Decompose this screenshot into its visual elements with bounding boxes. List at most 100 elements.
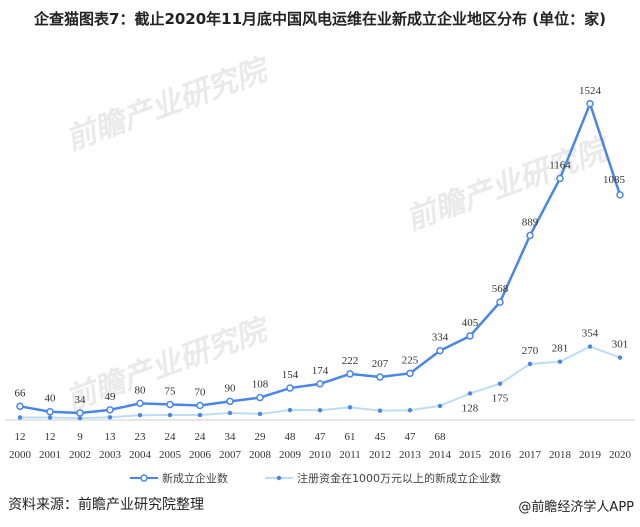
data-label: 66 — [15, 387, 27, 399]
data-point — [556, 174, 564, 183]
data-point — [257, 411, 263, 417]
data-point — [46, 407, 54, 416]
data-point — [16, 402, 24, 411]
data-label: 24 — [165, 431, 177, 443]
data-point — [497, 381, 503, 386]
data-label: 207 — [372, 358, 389, 370]
x-tick-label: 2016 — [489, 449, 512, 461]
data-label: 174 — [312, 365, 329, 377]
data-label: 889 — [522, 217, 539, 229]
x-tick-label: 2005 — [159, 449, 182, 461]
data-label: 568 — [492, 283, 509, 295]
data-label: 80 — [135, 384, 147, 396]
data-point — [17, 415, 23, 420]
x-tick-label: 2013 — [399, 449, 422, 461]
legend-marker — [140, 474, 148, 482]
data-label: 9 — [77, 431, 83, 443]
data-label: 222 — [342, 355, 359, 367]
data-point — [407, 408, 413, 413]
data-point — [466, 332, 474, 340]
data-point — [436, 346, 444, 355]
data-point — [317, 408, 323, 413]
data-point — [197, 412, 203, 418]
data-label: 334 — [432, 332, 449, 344]
data-point — [106, 406, 114, 414]
x-tick-label: 2009 — [279, 449, 302, 461]
chart-title: 企查猫图表7：截止2020年11月底中国风电运维在业新成立企业地区分布 (单位：… — [34, 10, 606, 28]
data-point — [526, 231, 534, 240]
data-label: 354 — [582, 328, 599, 340]
data-label: 34 — [75, 394, 87, 406]
data-label: 225 — [402, 354, 419, 366]
x-tick-label: 2003 — [99, 449, 122, 461]
data-point — [227, 410, 233, 416]
data-point — [76, 409, 84, 417]
x-tick-label: 2001 — [39, 449, 61, 461]
x-tick-label: 2007 — [219, 449, 242, 461]
data-label: 90 — [225, 382, 237, 394]
x-tick-label: 2008 — [249, 449, 272, 461]
x-tick-label: 2010 — [309, 449, 332, 461]
x-tick-label: 2020 — [609, 449, 632, 461]
data-point — [406, 369, 414, 378]
data-point — [47, 415, 53, 420]
x-tick-label: 2002 — [69, 449, 91, 461]
data-point — [467, 391, 473, 396]
data-label: 34 — [225, 431, 237, 443]
data-label: 128 — [462, 402, 479, 414]
data-label: 47 — [315, 431, 327, 443]
data-label: 12 — [45, 431, 56, 443]
data-label: 154 — [282, 369, 299, 381]
data-label: 45 — [375, 431, 387, 443]
x-tick-label: 2011 — [339, 449, 361, 461]
data-point — [586, 100, 594, 108]
data-label: 281 — [552, 343, 569, 355]
data-label: 61 — [345, 431, 356, 443]
data-label: 108 — [252, 379, 269, 391]
data-label: 1164 — [549, 159, 571, 171]
data-point — [287, 407, 293, 413]
data-point — [376, 373, 384, 381]
data-point — [496, 298, 504, 306]
data-label: 48 — [285, 431, 297, 443]
data-label: 49 — [105, 391, 117, 403]
data-point — [437, 403, 443, 409]
x-tick-label: 2012 — [369, 449, 391, 461]
data-label: 405 — [462, 317, 479, 329]
data-point — [166, 400, 174, 409]
data-label: 13 — [105, 431, 117, 443]
data-label: 301 — [612, 339, 629, 351]
source-note: 资料来源：前瞻产业研究院整理 — [8, 497, 204, 513]
x-tick-label: 2004 — [129, 449, 152, 461]
x-tick-label: 2017 — [519, 449, 542, 461]
data-point — [226, 397, 234, 406]
x-tick-label: 2015 — [459, 449, 482, 461]
data-label: 70 — [195, 386, 207, 398]
data-point — [616, 191, 624, 199]
x-tick-label: 2000 — [9, 449, 32, 461]
data-point — [136, 399, 144, 408]
data-label: 1524 — [579, 85, 602, 97]
data-label: 68 — [435, 431, 447, 443]
data-label: 1085 — [603, 174, 626, 186]
data-label: 75 — [165, 385, 177, 397]
data-point — [527, 361, 533, 367]
data-point — [167, 412, 173, 418]
data-point — [107, 415, 113, 420]
data-label: 12 — [15, 431, 26, 443]
data-label: 40 — [45, 393, 57, 405]
data-point — [377, 408, 383, 413]
data-label: 175 — [492, 393, 509, 405]
data-point — [77, 415, 83, 421]
data-point — [137, 413, 143, 418]
x-tick-label: 2014 — [429, 449, 452, 461]
data-label: 29 — [255, 431, 267, 443]
data-point — [346, 370, 354, 378]
data-point — [587, 344, 593, 349]
data-point — [256, 393, 264, 402]
legend-label: 新成立企业数 — [162, 471, 228, 485]
data-label: 47 — [405, 431, 417, 443]
data-label: 23 — [135, 431, 147, 443]
